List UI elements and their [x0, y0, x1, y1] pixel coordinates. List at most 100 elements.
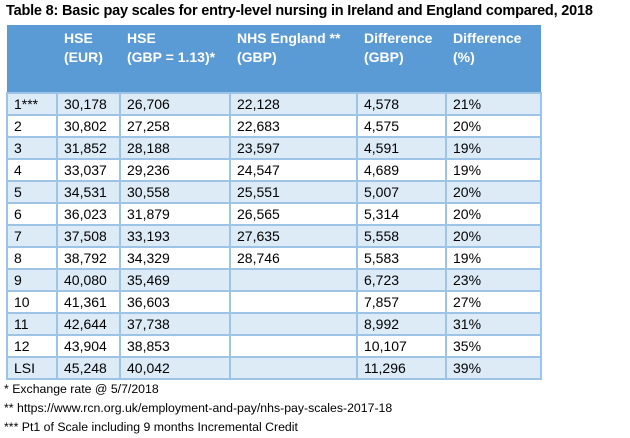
pay-point-cell: 12: [6, 334, 58, 358]
pay-point-cell: 1***: [6, 92, 58, 116]
table-cell: 27,258: [119, 114, 231, 138]
table-cell: 23%: [445, 268, 542, 292]
header-row: HSE (EUR) HSE (GBP = 1.13)* NHS England ** (G…: [7, 25, 541, 93]
table-cell: 4,575: [356, 114, 447, 138]
table-cell: 5,007: [356, 180, 447, 204]
table-title: Table 8: Basic pay scales for entry-leve…: [6, 3, 593, 19]
column-header: HSE (GBP = 1.13)*: [120, 25, 230, 93]
table-cell: 30,802: [56, 114, 121, 138]
table-cell: 28,188: [119, 136, 231, 160]
footnote: *** Pt1 of Scale including 9 months Incr…: [4, 420, 298, 434]
pay-point-cell: 11: [6, 312, 58, 336]
table-row: 8 38,792 34,329 28,746 5,583 19%: [6, 246, 542, 270]
column-header-line1: NHS England **: [237, 30, 341, 46]
column-header-line2: (EUR): [64, 49, 103, 65]
column-header-line1: HSE: [64, 30, 93, 46]
table-cell: 40,042: [119, 356, 231, 380]
column-header-line1: Difference: [453, 30, 522, 46]
table-cell: 22,683: [229, 114, 358, 138]
table-cell: 37,738: [119, 312, 231, 336]
table-cell: 34,531: [56, 180, 121, 204]
table-cell: 31,879: [119, 202, 231, 226]
table-row: LSI 45,248 40,042 11,296 39%: [6, 356, 542, 380]
table-cell: 4,578: [356, 92, 447, 116]
table-cell: 25,551: [229, 180, 358, 204]
column-header-line2: (GBP): [237, 49, 277, 65]
table-cell: 29,236: [119, 158, 231, 182]
table-cell: 6,723: [356, 268, 447, 292]
pay-point-cell: 10: [6, 290, 58, 314]
table-cell: 41,361: [56, 290, 121, 314]
table-cell: 30,558: [119, 180, 231, 204]
table-row: 1*** 30,178 26,706 22,128 4,578 21%: [6, 92, 542, 116]
table-cell: 37,508: [56, 224, 121, 248]
pay-point-cell: 9: [6, 268, 58, 292]
table-cell: 10,107: [356, 334, 447, 358]
pay-point-cell: LSI: [6, 356, 58, 380]
table-cell: 31,852: [56, 136, 121, 160]
pay-point-cell: 2: [6, 114, 58, 138]
table-cell: 40,080: [56, 268, 121, 292]
table-body: 1*** 30,178 26,706 22,128 4,578 21% 2 30,802 27,…: [6, 92, 542, 380]
column-header: NHS England ** (GBP): [230, 25, 357, 93]
table-cell: 30,178: [56, 92, 121, 116]
table-cell: 20%: [445, 202, 542, 226]
table-row: 4 33,037 29,236 24,547 4,689 19%: [6, 158, 542, 182]
table-cell: 23,597: [229, 136, 358, 160]
pay-point-cell: 4: [6, 158, 58, 182]
table-cell: 33,037: [56, 158, 121, 182]
table-cell: 11,296: [356, 356, 447, 380]
column-header: HSE (EUR): [57, 25, 120, 93]
footnote: * Exchange rate @ 5/7/2018: [4, 382, 159, 396]
table-cell: 36,603: [119, 290, 231, 314]
table-cell: 20%: [445, 114, 542, 138]
column-header-line1: Difference: [364, 30, 433, 46]
table-cell: 5,314: [356, 202, 447, 226]
table-cell: 4,591: [356, 136, 447, 160]
table-cell: 5,583: [356, 246, 447, 270]
table-cell: 45,248: [56, 356, 121, 380]
table-cell: 19%: [445, 246, 542, 270]
table-cell: 24,547: [229, 158, 358, 182]
table-cell: 22,128: [229, 92, 358, 116]
table-cell: 33,193: [119, 224, 231, 248]
pay-scales-table: HSE (EUR) HSE (GBP = 1.13)* NHS England ** (G…: [6, 25, 542, 380]
table-row: 11 42,644 37,738 8,992 31%: [6, 312, 542, 336]
column-header: [7, 25, 57, 93]
footnote: ** https://www.rcn.org.uk/employment-and…: [4, 401, 393, 415]
table-cell: 38,853: [119, 334, 231, 358]
table-cell: 20%: [445, 180, 542, 204]
table-cell: 28,746: [229, 246, 358, 270]
table-cell: 34,329: [119, 246, 231, 270]
table-cell: [229, 356, 358, 380]
table-cell: 39%: [445, 356, 542, 380]
column-header: Difference (GBP): [357, 25, 446, 93]
table-cell: 20%: [445, 224, 542, 248]
table-cell: 42,644: [56, 312, 121, 336]
pay-point-cell: 6: [6, 202, 58, 226]
table-cell: 35,469: [119, 268, 231, 292]
table-cell: 26,706: [119, 92, 231, 116]
column-header-line2: (GBP = 1.13)*: [127, 49, 216, 65]
column-header-line1: HSE: [127, 30, 156, 46]
table-cell: [229, 312, 358, 336]
table-cell: 4,689: [356, 158, 447, 182]
table-row: 12 43,904 38,853 10,107 35%: [6, 334, 542, 358]
table-row: 3 31,852 28,188 23,597 4,591 19%: [6, 136, 542, 160]
table-cell: 38,792: [56, 246, 121, 270]
table-row: 6 36,023 31,879 26,565 5,314 20%: [6, 202, 542, 226]
pay-point-cell: 3: [6, 136, 58, 160]
table-row: 7 37,508 33,193 27,635 5,558 20%: [6, 224, 542, 248]
table-cell: 19%: [445, 158, 542, 182]
table-cell: 27%: [445, 290, 542, 314]
table-row: 2 30,802 27,258 22,683 4,575 20%: [6, 114, 542, 138]
table-cell: [229, 334, 358, 358]
table-cell: 19%: [445, 136, 542, 160]
table-cell: 27,635: [229, 224, 358, 248]
table-cell: 35%: [445, 334, 542, 358]
table-cell: [229, 268, 358, 292]
table-cell: 5,558: [356, 224, 447, 248]
column-header-line2: (GBP): [364, 49, 404, 65]
table-cell: 8,992: [356, 312, 447, 336]
column-header: Difference (%): [446, 25, 541, 93]
